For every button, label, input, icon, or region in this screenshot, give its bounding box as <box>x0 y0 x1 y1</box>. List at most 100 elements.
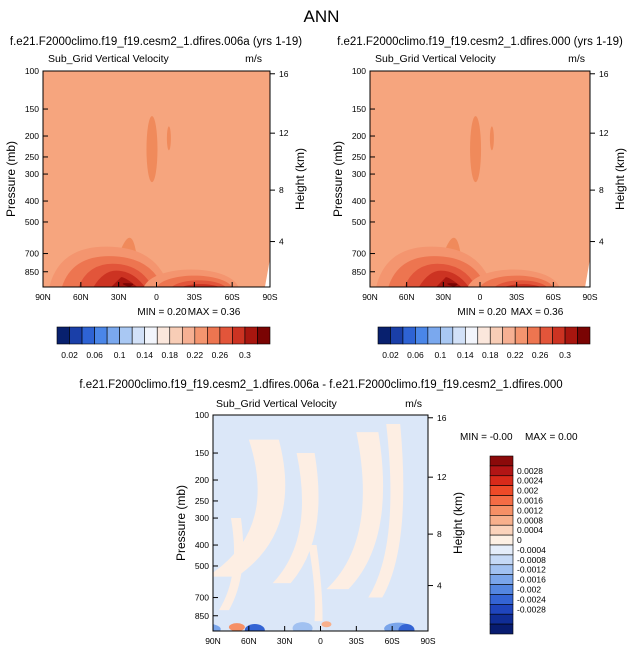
min-label: MIN = -0.00 <box>460 432 513 443</box>
y-tick-label: 400 <box>25 196 39 206</box>
colorbar-label: 0.06 <box>407 350 424 360</box>
x-tick-label: 30S <box>187 292 202 302</box>
x-tick-label: 60S <box>546 292 561 302</box>
colorbar-swatch <box>489 574 514 585</box>
colorbar-label: -0.0004 <box>517 545 546 555</box>
y-tick-label: 850 <box>352 267 366 277</box>
colorbar-label: 0.22 <box>507 350 524 360</box>
panel-subtitle: Sub_Grid Vertical Velocity <box>216 398 338 410</box>
colorbar-label: -0.0016 <box>517 575 546 585</box>
colorbar-swatch <box>169 326 183 345</box>
missing-data-patch <box>585 258 590 287</box>
panel-units: m/s <box>245 53 262 65</box>
diff-streak-3 <box>368 423 404 598</box>
y2-axis-label: Height (km) <box>613 148 627 210</box>
y-tick-label: 200 <box>25 131 39 141</box>
x-tick-label: 90S <box>420 636 435 646</box>
y-tick-label: 250 <box>25 152 39 162</box>
colorbar-label: 0.0028 <box>517 466 543 476</box>
chart-panel-2: f.e21.F2000climo.f19_f19.cesm2_1.dfires.… <box>79 379 578 646</box>
colorbar-swatch <box>106 326 120 345</box>
y-tick-label: 150 <box>352 104 366 114</box>
y-tick-label: 850 <box>195 611 209 621</box>
colorbar-label: 0.14 <box>457 350 474 360</box>
colorbar-label: 0.0012 <box>517 505 543 515</box>
x-tick-label: 60N <box>399 292 415 302</box>
contour-feature-upper-small <box>166 126 171 151</box>
diff-blue-0 <box>213 624 221 631</box>
diff-blue-1 <box>244 624 265 631</box>
colorbar-swatch <box>69 326 83 345</box>
x-tick-label: 30N <box>277 636 293 646</box>
colorbar-swatch <box>489 465 514 477</box>
y-tick-label: 100 <box>25 66 39 76</box>
diff-blue-3 <box>398 624 415 631</box>
colorbar-label: 0.0008 <box>517 515 543 525</box>
contour-band-sh-3 <box>504 284 542 287</box>
colorbar-swatch <box>119 326 133 345</box>
y2-axis-label: Height (km) <box>451 492 465 554</box>
colorbar-swatch <box>489 584 514 595</box>
y-tick-label: 300 <box>352 169 366 179</box>
y2-tick-label: 4 <box>279 237 284 247</box>
y-tick-label: 150 <box>25 104 39 114</box>
min-label: MIN = 0.20 <box>457 307 507 318</box>
plots-layer: f.e21.F2000climo.f19_f19.cesm2_1.dfires.… <box>4 36 627 646</box>
panel-units: m/s <box>405 398 422 410</box>
colorbar-swatch <box>489 623 514 635</box>
colorbar-label: 0.26 <box>212 350 229 360</box>
y-tick-label: 300 <box>25 169 39 179</box>
colorbar-swatch <box>377 326 391 345</box>
panel-subtitle: Sub_Grid Vertical Velocity <box>375 53 497 65</box>
panel-title: f.e21.F2000climo.f19_f19.cesm2_1.dfires.… <box>10 36 302 48</box>
colorbar-swatch <box>94 326 108 345</box>
colorbar-swatch <box>489 455 514 467</box>
colorbar-label: 0.18 <box>161 350 178 360</box>
colorbar-label: -0.0024 <box>517 594 546 604</box>
colorbar-swatch <box>489 475 514 486</box>
diff-streak-5 <box>308 545 323 622</box>
x-tick-label: 30S <box>509 292 524 302</box>
colorbar-label: 0.26 <box>532 350 549 360</box>
y2-axis-label: Height (km) <box>293 148 307 210</box>
x-tick-label: 0 <box>478 292 483 302</box>
colorbar-swatch <box>489 505 514 516</box>
colorbar-label: -0.0028 <box>517 604 546 614</box>
contour-band-nh-3 <box>418 270 469 287</box>
colorbar-swatch <box>207 326 221 345</box>
y2-tick-label: 4 <box>437 581 442 591</box>
x-tick-label: 30N <box>111 292 127 302</box>
diff-red-0 <box>228 623 245 631</box>
colorbar-label: -0.002 <box>517 585 541 595</box>
y2-tick-label: 12 <box>437 472 447 482</box>
y2-tick-label: 8 <box>437 529 442 539</box>
y-tick-label: 300 <box>195 513 209 523</box>
max-label: MAX = 0.36 <box>188 307 241 318</box>
y-tick-label: 200 <box>195 475 209 485</box>
y-tick-label: 400 <box>195 540 209 550</box>
colorbar-label: 0.1 <box>114 350 126 360</box>
diff-streak-0 <box>213 439 286 577</box>
colorbar-swatch <box>81 326 95 345</box>
colorbar: 0.02 0.06 0.1 0.14 0.18 0.22 0.26 0.3 <box>377 326 591 360</box>
colorbar-swatch <box>489 326 504 345</box>
y-tick-label: 250 <box>195 496 209 506</box>
panel-title: f.e21.F2000climo.f19_f19.cesm2_1.dfires.… <box>79 379 562 391</box>
colorbar-swatch <box>564 326 578 345</box>
colorbar-label: 0.0024 <box>517 476 543 486</box>
colorbar-swatch <box>244 326 258 345</box>
colorbar-swatch <box>489 613 514 625</box>
contour-band-sh-3 <box>181 284 220 287</box>
y2-tick-label: 8 <box>599 185 604 195</box>
colorbar-swatch <box>181 326 196 345</box>
colorbar-swatch <box>415 326 429 345</box>
colorbar-label: 0.3 <box>239 350 251 360</box>
y2-tick-label: 16 <box>599 69 609 79</box>
colorbar-label: 0.06 <box>86 350 103 360</box>
colorbar-swatch <box>56 326 70 345</box>
y-axis-label: Pressure (mb) <box>174 485 188 561</box>
x-tick-label: 60S <box>225 292 240 302</box>
colorbar-label: 0.002 <box>517 486 539 496</box>
